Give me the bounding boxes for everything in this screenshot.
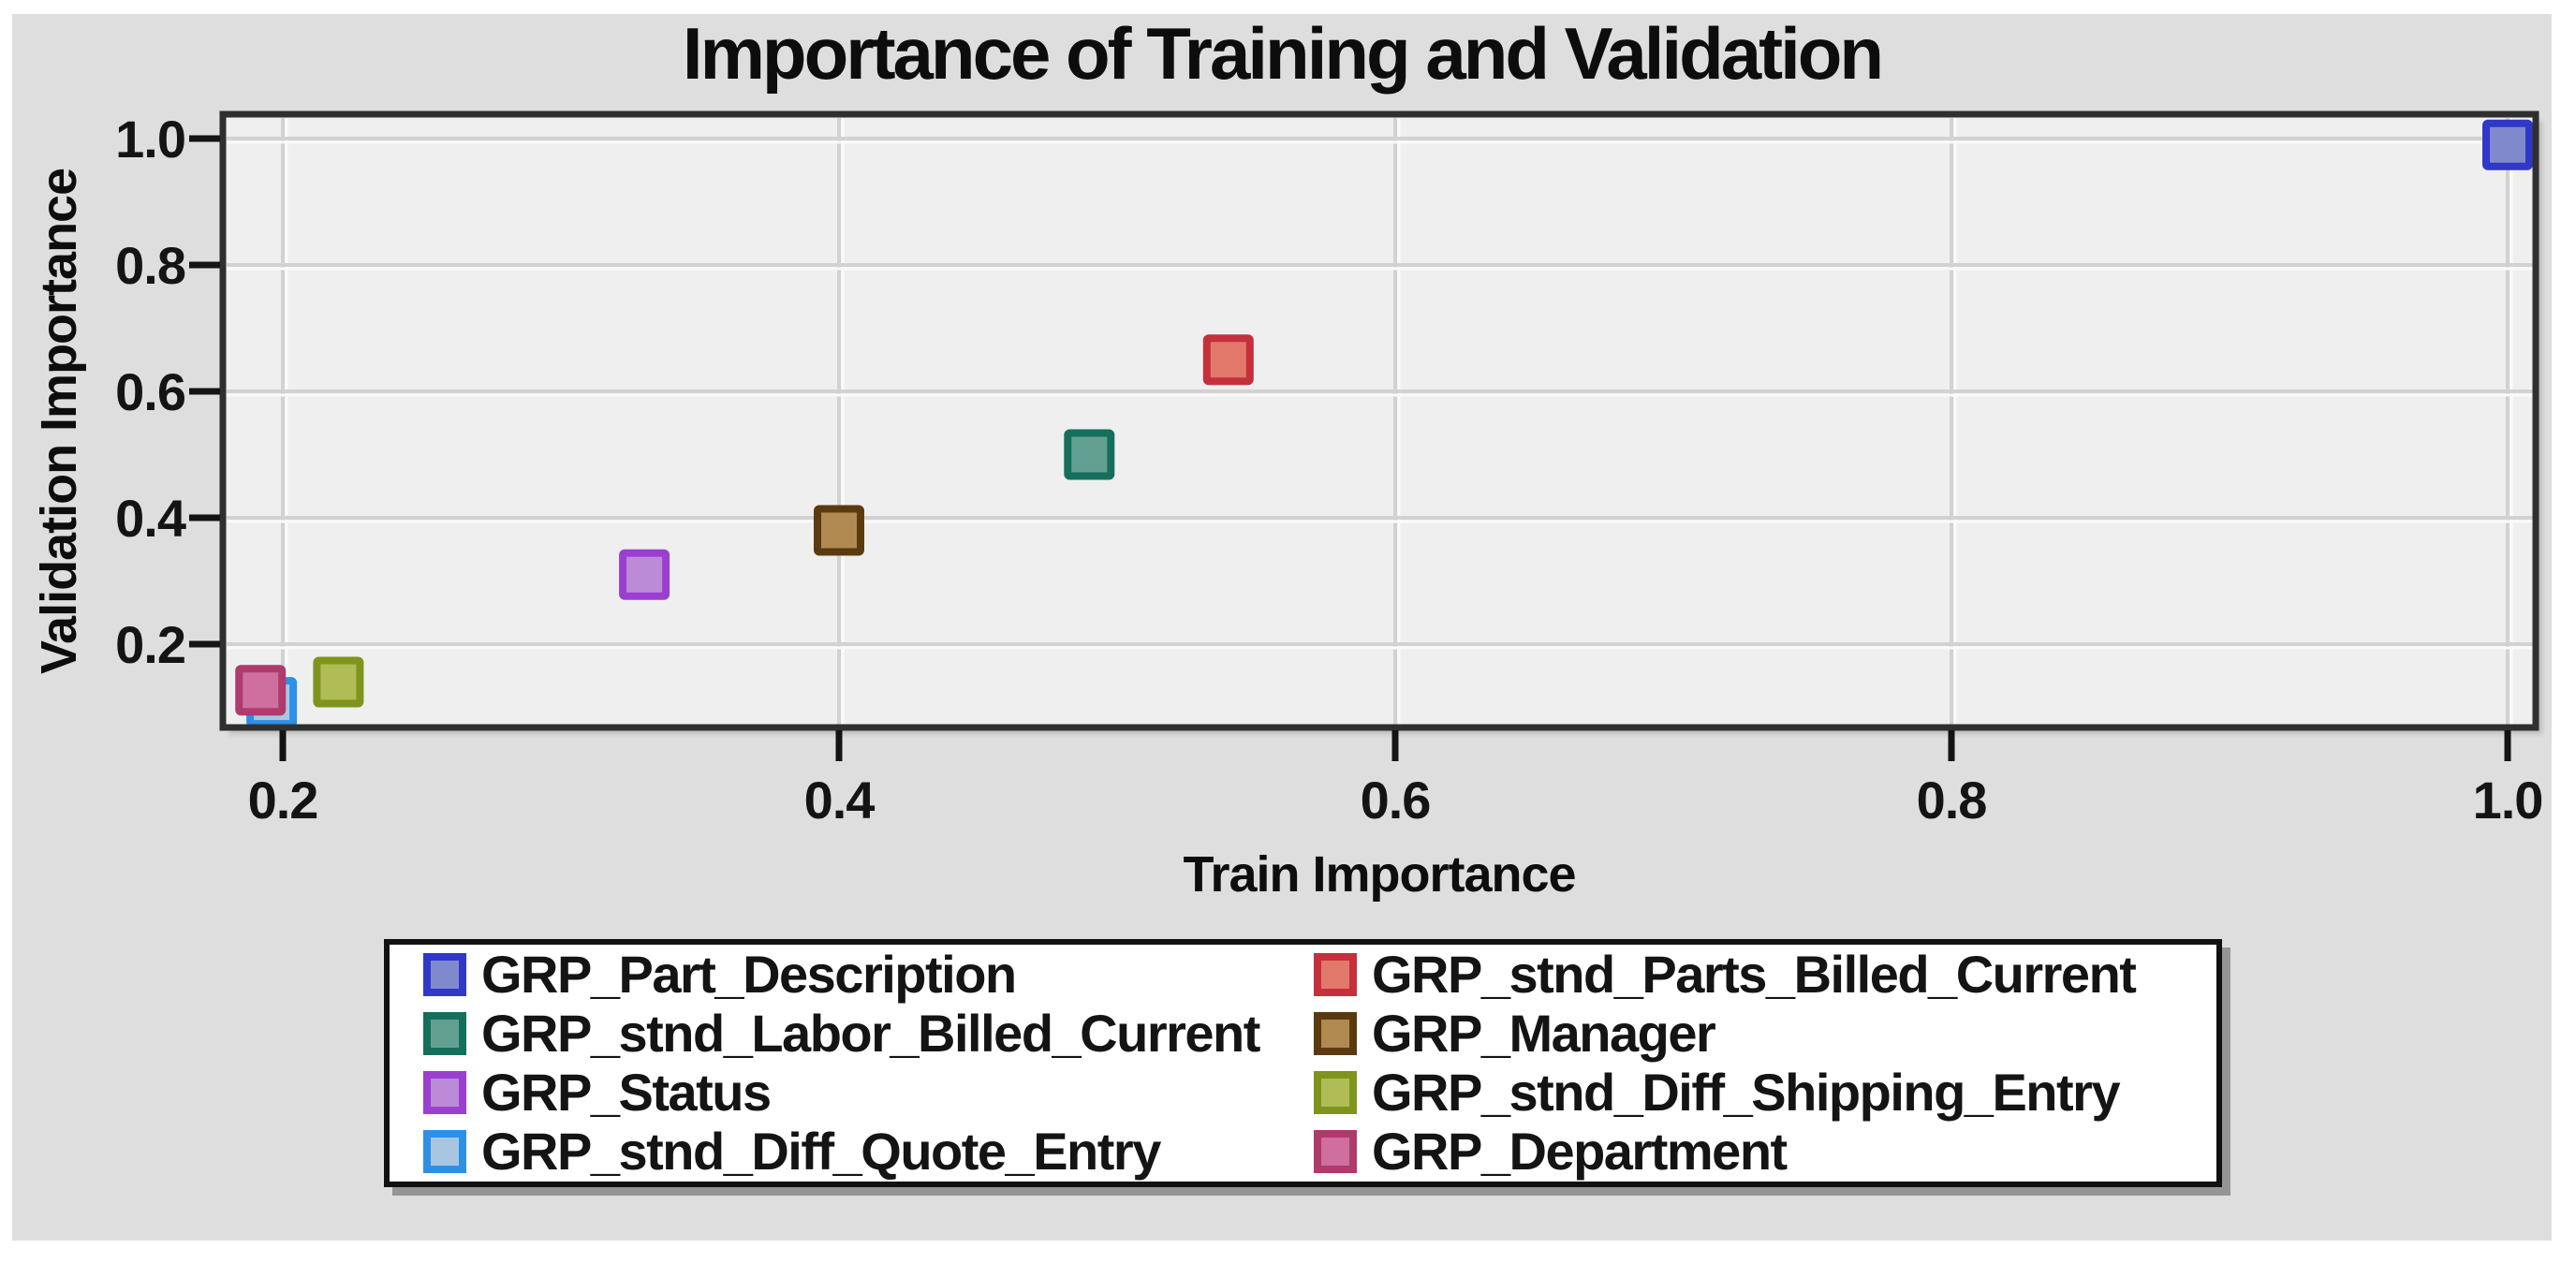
legend-label: GRP_stnd_Diff_Quote_Entry <box>481 1122 1161 1182</box>
x-axis-label: Train Importance <box>1183 846 1576 903</box>
chart-title: Importance of Training and Validation <box>682 12 1884 95</box>
legend-swatch-icon <box>1314 1130 1357 1174</box>
legend-item: GRP_stnd_Diff_Shipping_Entry <box>1314 1066 2216 1119</box>
legend-swatch-icon <box>423 1130 466 1174</box>
legend-swatch-icon <box>423 1071 466 1115</box>
legend-label: GRP_Manager <box>1372 1003 1716 1063</box>
legend-label: GRP_stnd_Diff_Shipping_Entry <box>1372 1063 2121 1123</box>
legend-label: GRP_Department <box>1372 1122 1788 1182</box>
legend-label: GRP_stnd_Labor_Billed_Current <box>481 1003 1260 1063</box>
legend-label: GRP_Part_Description <box>481 944 1017 1004</box>
legend-item: GRP_stnd_Labor_Billed_Current <box>423 1003 1314 1063</box>
y-axis-label: Validation Importance <box>31 168 87 674</box>
legend-swatch-icon <box>423 952 466 996</box>
legend-swatch-icon <box>423 1011 466 1055</box>
legend-item: GRP_Department <box>1314 1125 2216 1178</box>
legend-item: GRP_Part_Description <box>423 944 1314 1004</box>
legend: GRP_Part_Description GRP_stnd_Parts_Bille… <box>384 939 2222 1187</box>
legend-item: GRP_Manager <box>1314 1003 2216 1063</box>
legend-label: GRP_stnd_Parts_Billed_Current <box>1372 944 2137 1004</box>
legend-swatch-icon <box>1314 1071 1357 1115</box>
legend-swatch-icon <box>1314 1011 1357 1055</box>
legend-item: GRP_Status <box>423 1066 1314 1119</box>
legend-swatch-icon <box>1314 952 1357 996</box>
legend-item: GRP_stnd_Parts_Billed_Current <box>1314 944 2216 1004</box>
legend-label: GRP_Status <box>481 1063 772 1123</box>
plot-area <box>223 114 2536 727</box>
legend-item: GRP_stnd_Diff_Quote_Entry <box>423 1125 1314 1178</box>
